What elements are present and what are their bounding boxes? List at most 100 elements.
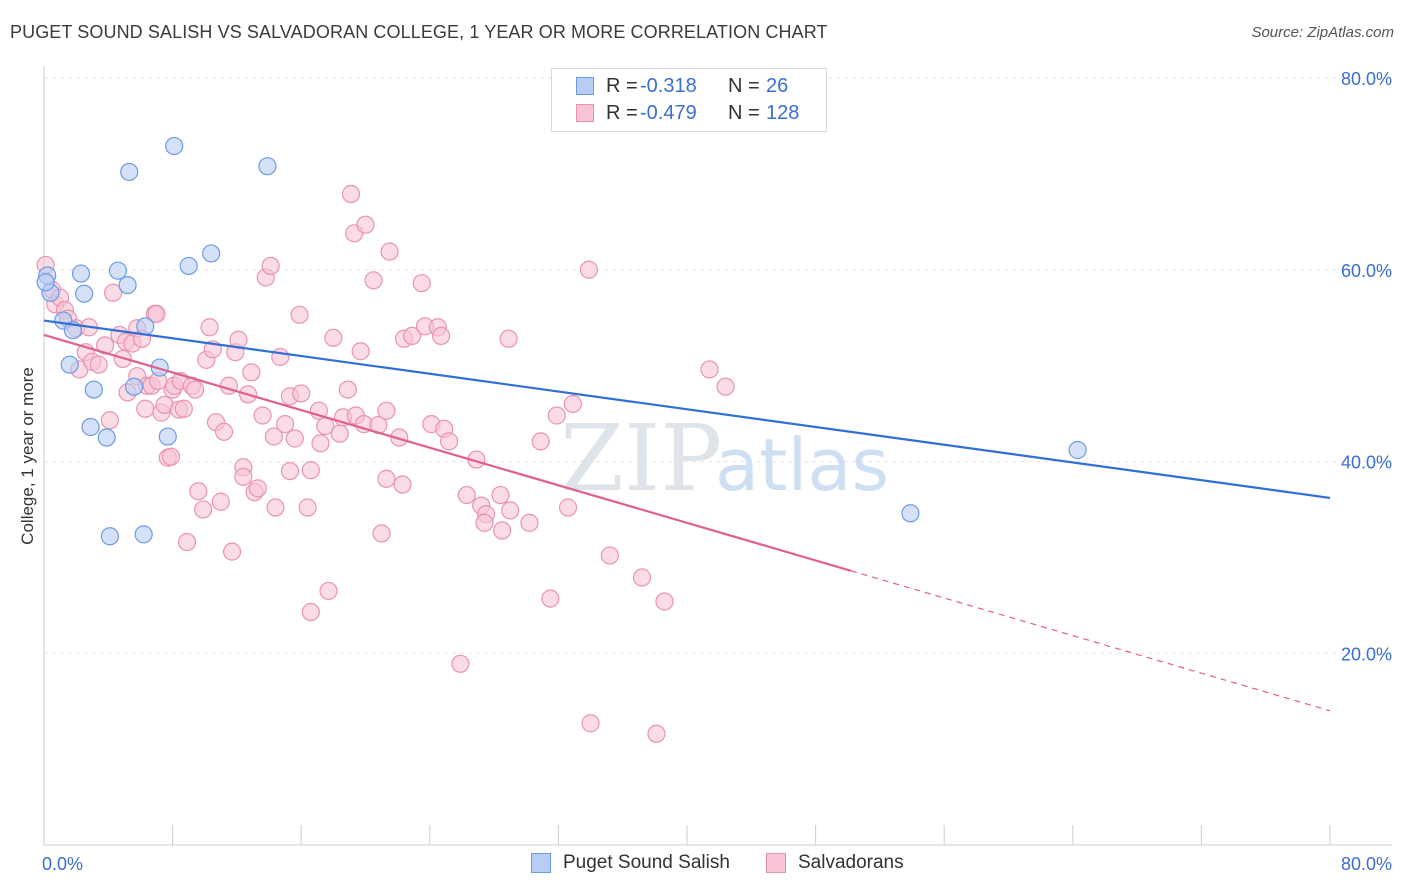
watermark-zip: ZIP	[560, 405, 722, 512]
salvadoran-point	[324, 328, 343, 347]
n-value-salvadorans: 128	[766, 101, 800, 124]
salvadoran-point	[266, 498, 285, 517]
salvadoran-point	[242, 363, 261, 382]
puget-point	[97, 428, 116, 447]
legend-swatch-salvadorans	[576, 104, 594, 122]
watermark-atlas: atlas	[715, 423, 889, 507]
salvadoran-point	[457, 485, 476, 505]
r-label: R =	[606, 74, 638, 97]
salvadoran-point	[451, 654, 470, 673]
legend-swatch-puget	[576, 77, 594, 95]
salvadoran-point	[100, 411, 120, 430]
series-swatch-salvadorans	[766, 853, 786, 873]
salvadoran-point	[189, 482, 208, 501]
salvadoran-point	[161, 447, 181, 466]
puget-point	[901, 504, 920, 523]
series-legend-puget[interactable]: Puget Sound Salish	[531, 852, 730, 874]
puget-point	[118, 275, 137, 295]
n-label: N =	[728, 101, 760, 124]
puget-point	[136, 317, 155, 336]
salvadoran-point	[136, 399, 155, 418]
salvadoran-point	[581, 714, 600, 733]
salvadoran-point	[716, 377, 735, 396]
chart-title: PUGET SOUND SALISH VS SALVADORAN COLLEGE…	[10, 22, 828, 42]
salvadoran-point	[632, 568, 652, 587]
puget-point	[1068, 440, 1087, 460]
salvadoran-point	[351, 342, 370, 361]
salvadoran-point	[147, 304, 166, 323]
salvadoran-point	[177, 532, 197, 552]
salvadoran-point	[298, 498, 317, 517]
salvadoran-point	[89, 355, 108, 374]
salvadoran-point	[547, 406, 566, 425]
legend-row-puget: R = -0.318 N = 26	[576, 74, 788, 98]
salvadoran-point	[186, 380, 205, 399]
salvadoran-point	[280, 461, 300, 481]
n-label: N =	[728, 74, 760, 97]
salvadoran-point	[403, 326, 422, 346]
puget-point	[108, 261, 128, 280]
y-tick-label: 80.0%	[1341, 69, 1392, 89]
salvadoran-point	[493, 521, 512, 540]
salvadoran-point	[194, 500, 213, 519]
puget-point	[150, 358, 169, 377]
puget-point	[124, 377, 144, 396]
trend-lines	[43, 319, 1331, 712]
legend-row-salvadorans: R = -0.479 N = 128	[576, 101, 799, 125]
salvadoran-point	[431, 326, 451, 346]
salvadoran-point	[700, 360, 719, 379]
puget-sound-salish-points	[36, 136, 1087, 546]
salvadoran-point	[248, 479, 267, 498]
trend-line-dashed-1	[850, 570, 1331, 712]
x-tick-label: 0.0%	[42, 854, 83, 874]
puget-point	[84, 380, 103, 399]
salvadoran-point	[520, 513, 539, 532]
stats-legend: R = -0.318 N = 26 R = -0.479 N = 128	[551, 68, 827, 132]
salvadoran-point	[292, 384, 311, 403]
axes	[43, 66, 1392, 846]
salvadoran-point	[211, 492, 230, 511]
salvadoran-point	[356, 215, 375, 234]
salvadoran-point	[285, 429, 304, 448]
salvadoran-point	[531, 432, 550, 451]
salvadoran-point	[380, 242, 399, 261]
x-tick-label: 80.0%	[1341, 854, 1392, 874]
series-label-salvadorans: Salvadorans	[798, 852, 904, 873]
salvadoran-point	[393, 475, 412, 494]
puget-point	[60, 355, 79, 374]
salvadoran-point	[377, 401, 396, 420]
salvadoran-point	[253, 406, 272, 425]
series-legend-salvadorans[interactable]: Salvadorans	[766, 852, 904, 874]
puget-point	[100, 527, 120, 546]
salvadoran-point	[491, 485, 510, 505]
salvadoran-point	[174, 399, 193, 418]
r-label: R =	[606, 101, 638, 124]
salvadoran-point	[200, 318, 219, 337]
salvadoran-point	[412, 274, 431, 293]
salvadoran-point	[301, 602, 320, 622]
salvadoran-point	[499, 329, 518, 348]
salvadoran-point	[558, 498, 578, 517]
salvadoran-point	[95, 336, 115, 355]
salvadoran-point	[655, 592, 674, 611]
salvadoran-point	[390, 428, 409, 447]
r-value-salvadorans: -0.479	[640, 101, 697, 124]
puget-point	[75, 284, 94, 303]
salvadoran-point	[475, 513, 494, 532]
n-value-puget: 26	[766, 74, 789, 97]
salvadoran-point	[600, 546, 619, 565]
salvadoran-point	[264, 427, 283, 446]
series-legend: Puget Sound Salish Salvadorans	[0, 852, 1406, 878]
puget-point	[179, 256, 198, 276]
series-swatch-puget	[531, 853, 551, 873]
puget-point	[258, 157, 277, 176]
salvadoran-point	[222, 542, 242, 561]
puget-point	[158, 427, 177, 446]
puget-point	[202, 244, 221, 263]
salvadoran-point	[234, 467, 253, 486]
tick-labels: 20.0% 40.0% 60.0% 80.0% 0.0% 80.0%	[42, 69, 1392, 874]
salvadoran-point	[301, 461, 320, 480]
y-tick-label: 60.0%	[1341, 261, 1392, 281]
salvadoran-point	[338, 380, 357, 399]
